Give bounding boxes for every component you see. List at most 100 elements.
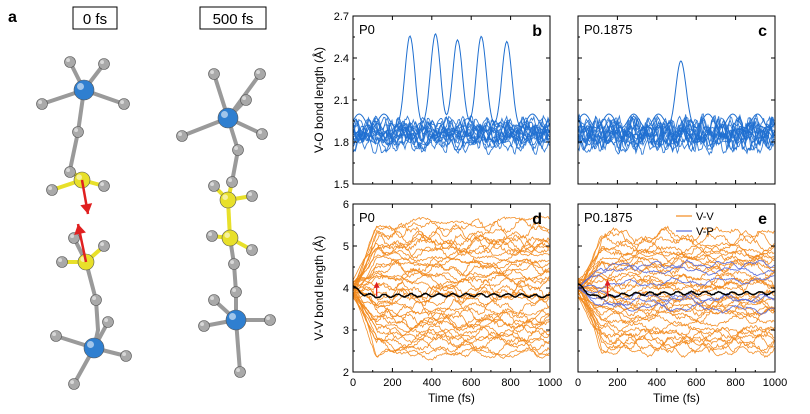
chart-panel-d: 2 3 4 5 6 0 200 400 600 800 1000 V-V bond length (Å…: [311, 199, 562, 405]
axes-frame: [352, 15, 551, 185]
oxygen-atom-highlight: [210, 182, 214, 186]
vv-series-line: [353, 279, 550, 300]
vv-series-line: [353, 220, 550, 292]
oxygen-atom-highlight: [234, 146, 238, 150]
vv-series-line: [353, 292, 550, 356]
vp-series-line: [578, 275, 775, 290]
oxygen-atom-highlight: [38, 100, 42, 104]
vv-series-line: [578, 291, 775, 346]
vanadium-atom: [225, 309, 247, 331]
vv-series-line: [353, 286, 550, 345]
x-tick-label: 1000: [763, 377, 787, 389]
vv-series-line: [353, 234, 550, 291]
vv-series-line: [353, 293, 550, 333]
y-tick-label: 3: [343, 325, 349, 337]
vv-series-line: [578, 296, 775, 316]
vv-series-line: [353, 230, 550, 281]
vanadium-atom-highlight: [87, 341, 94, 348]
vv-series-line: [353, 269, 550, 291]
oxygen-atom: [118, 98, 130, 110]
phosphorus-atom: [219, 191, 237, 209]
oxygen-atom-highlight: [104, 318, 108, 323]
oxygen-atom: [254, 68, 266, 80]
phosphorus-atom-highlight: [224, 232, 230, 238]
vv-series-line: [578, 266, 775, 287]
legend-label-vp: V-P: [696, 226, 714, 238]
oxygen-atom-highlight: [210, 296, 214, 301]
vanadium-atom-highlight: [77, 83, 84, 90]
vv-series-line: [578, 282, 775, 358]
vp-series-line: [578, 259, 775, 289]
oxygen-atom: [264, 314, 276, 326]
oxygen-atom-highlight: [248, 246, 252, 250]
oxygen-atom-highlight: [210, 70, 214, 74]
oxygen-atom: [90, 294, 102, 306]
vv-series-line: [353, 230, 550, 298]
oxygen-atom-highlight: [258, 130, 263, 134]
vv-series-line: [353, 282, 550, 301]
vv-series-line: [353, 242, 550, 283]
oxygen-atom: [68, 378, 80, 390]
oxygen-atom-highlight: [100, 182, 104, 186]
x-tick-label: 400: [423, 377, 441, 389]
oxygen-atom: [50, 330, 62, 342]
vv-series-line: [353, 279, 550, 360]
vv-series-line: [578, 278, 775, 298]
oxygen-atom: [208, 68, 220, 80]
vv-series-line: [353, 295, 550, 350]
panel-letter: c: [758, 23, 767, 40]
panel-label: P0.1875: [584, 22, 632, 37]
panel-letter: e: [758, 211, 767, 228]
oxygen-atom: [98, 180, 110, 192]
vv-series-line: [578, 281, 775, 343]
oxygen-atom: [98, 240, 110, 252]
x-tick-label: 600: [462, 377, 480, 389]
vv-series-line: [353, 287, 550, 307]
vv-series-line: [353, 231, 550, 298]
vv-series-line: [578, 297, 775, 317]
x-axis-label: Time (fs): [428, 391, 475, 405]
bond: [68, 130, 80, 172]
axes-frame: [577, 15, 776, 185]
oxygen-atom: [120, 350, 132, 362]
y-tick-label: 2.7: [334, 11, 349, 23]
vv-series-line: [578, 296, 775, 323]
oxygen-atom-highlight: [248, 192, 252, 196]
oxygen-atom-highlight: [242, 96, 246, 100]
oxygen-atom: [246, 244, 258, 256]
oxygen-atom: [246, 190, 258, 202]
vv-series-line: [578, 286, 775, 327]
x-tick-label: 800: [501, 377, 519, 389]
snapshot-0fs-label-box: [72, 6, 118, 30]
vo-series-line: [353, 122, 550, 151]
vv-series-line: [353, 295, 550, 329]
oxygen-atom-highlight: [100, 242, 104, 246]
series-lines: [353, 215, 550, 361]
vv-series-line: [353, 283, 550, 318]
vanadium-atom: [217, 107, 239, 129]
vo-excursion-line: [353, 32, 550, 129]
oxygen-atom: [102, 316, 114, 328]
oxygen-atom-highlight: [256, 70, 261, 74]
snapshot-500fs-label: 500 fs: [213, 11, 254, 28]
vanadium-atom-highlight: [229, 313, 236, 320]
vanadium-atom: [83, 337, 105, 359]
panel-label: P0: [359, 210, 375, 225]
y-tick-label: 5: [343, 241, 349, 253]
oxygen-atom: [208, 180, 220, 192]
y-tick-label: 6: [343, 199, 349, 211]
oxygen-atom: [176, 130, 188, 142]
oxygen-atom: [208, 294, 220, 306]
phosphorus-atom: [221, 229, 239, 247]
vv-series-line: [353, 291, 550, 329]
oxygen-atom: [64, 56, 76, 68]
oxygen-atom-highlight: [120, 100, 124, 104]
oxygen-atom: [46, 184, 58, 196]
oxygen-atom-highlight: [70, 234, 74, 238]
vv-series-line: [353, 259, 550, 284]
phosphorus-atom-highlight: [76, 174, 82, 180]
chart-panel-b: 1.5 1.8 2.1 2.4 2.7 V-O bond length (Å) P0 b: [311, 11, 551, 191]
oxygen-atom-highlight: [208, 232, 212, 236]
x-tick-label: 200: [383, 377, 401, 389]
